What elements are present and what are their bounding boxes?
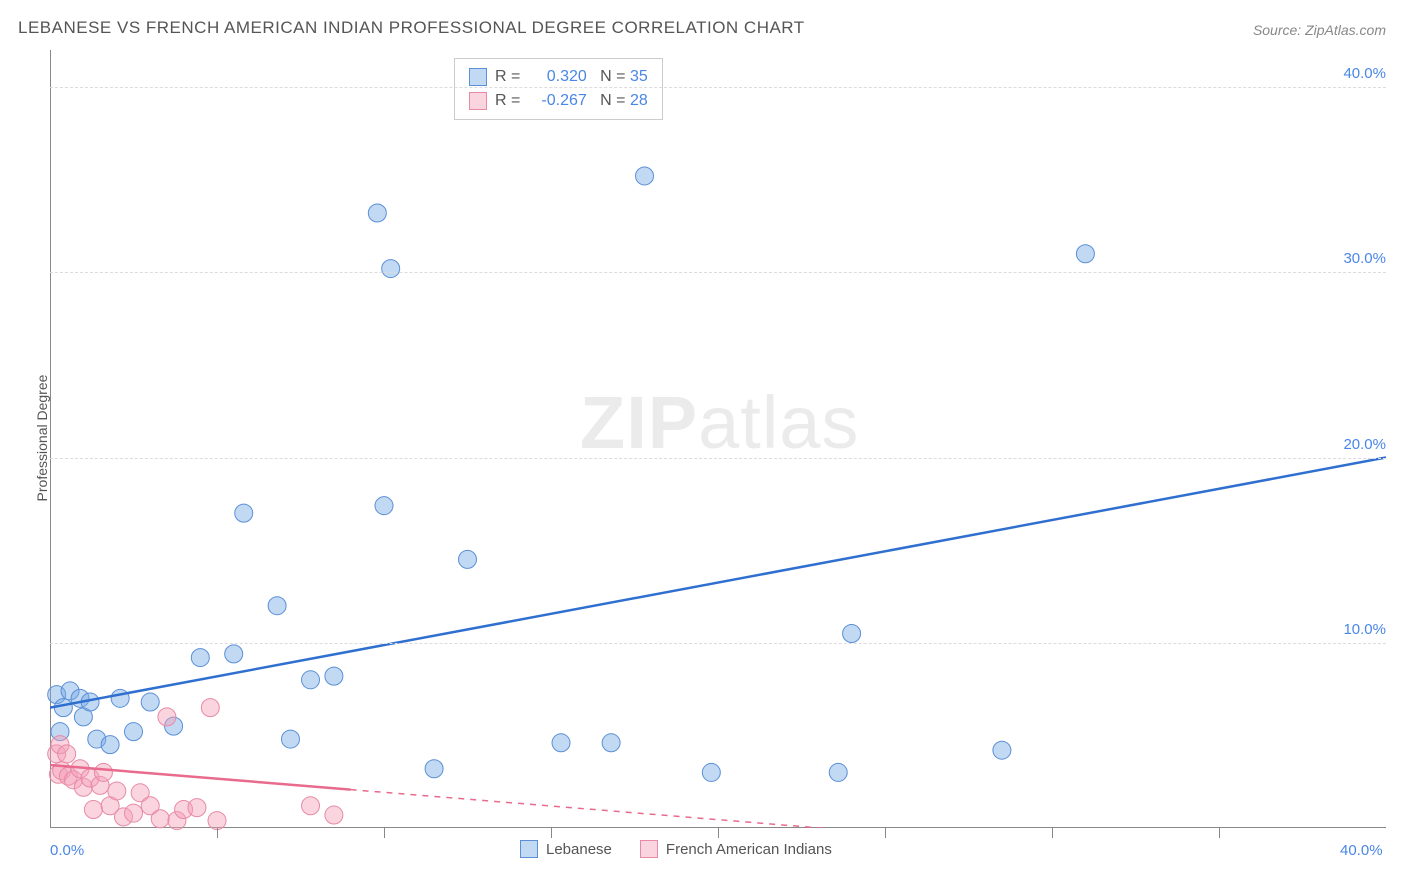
data-point <box>459 550 477 568</box>
data-point <box>1076 245 1094 263</box>
x-tick <box>885 828 886 838</box>
series-legend-label: Lebanese <box>546 841 612 858</box>
data-point <box>425 760 443 778</box>
legend-stats-text: R = 0.320 N = 35 <box>495 65 648 89</box>
x-tick <box>718 828 719 838</box>
data-point <box>843 625 861 643</box>
x-tick <box>551 828 552 838</box>
series-legend-item: French American Indians <box>640 840 832 858</box>
y-tick-label: 40.0% <box>1343 65 1386 82</box>
data-point <box>281 730 299 748</box>
data-point <box>125 723 143 741</box>
x-tick-label: 40.0% <box>1340 842 1383 859</box>
data-point <box>268 597 286 615</box>
data-point <box>702 763 720 781</box>
data-point <box>151 810 169 828</box>
data-point <box>636 167 654 185</box>
data-point <box>101 736 119 754</box>
data-point <box>191 649 209 667</box>
data-point <box>368 204 386 222</box>
x-tick-label: 0.0% <box>50 842 84 859</box>
data-point <box>829 763 847 781</box>
gridline-h <box>50 272 1386 273</box>
data-point <box>382 260 400 278</box>
y-tick-label: 20.0% <box>1343 436 1386 453</box>
data-point <box>58 745 76 763</box>
legend-swatch <box>469 92 487 110</box>
data-point <box>208 812 226 830</box>
data-point <box>188 799 206 817</box>
legend-swatch <box>469 68 487 86</box>
data-point <box>325 667 343 685</box>
data-point <box>302 797 320 815</box>
data-point <box>94 763 112 781</box>
trend-line-dashed <box>351 790 1386 875</box>
data-point <box>302 671 320 689</box>
legend-stats-text: R = -0.267 N = 28 <box>495 89 648 113</box>
y-tick-label: 10.0% <box>1343 621 1386 638</box>
x-tick <box>384 828 385 838</box>
stats-legend-box: R = 0.320 N = 35R = -0.267 N = 28 <box>454 58 663 120</box>
data-point <box>602 734 620 752</box>
x-tick <box>217 828 218 838</box>
data-point <box>108 782 126 800</box>
data-point <box>158 708 176 726</box>
data-point <box>125 804 143 822</box>
data-point <box>552 734 570 752</box>
stats-legend-row: R = -0.267 N = 28 <box>469 89 648 113</box>
trend-line <box>50 458 1386 708</box>
data-point <box>201 699 219 717</box>
plot-svg <box>0 0 1406 892</box>
legend-swatch <box>520 840 538 858</box>
x-tick <box>1052 828 1053 838</box>
legend-swatch <box>640 840 658 858</box>
stats-legend-row: R = 0.320 N = 35 <box>469 65 648 89</box>
series-legend-item: Lebanese <box>520 840 612 858</box>
data-point <box>225 645 243 663</box>
y-tick-label: 30.0% <box>1343 250 1386 267</box>
gridline-h <box>50 458 1386 459</box>
data-point <box>84 800 102 818</box>
data-point <box>54 699 72 717</box>
x-tick <box>1219 828 1220 838</box>
series-legend: Lebanese French American Indians <box>520 840 832 858</box>
data-point <box>141 693 159 711</box>
data-point <box>993 741 1011 759</box>
data-point <box>325 806 343 824</box>
gridline-h <box>50 87 1386 88</box>
series-legend-label: French American Indians <box>666 841 832 858</box>
data-point <box>235 504 253 522</box>
data-point <box>375 497 393 515</box>
gridline-h <box>50 643 1386 644</box>
